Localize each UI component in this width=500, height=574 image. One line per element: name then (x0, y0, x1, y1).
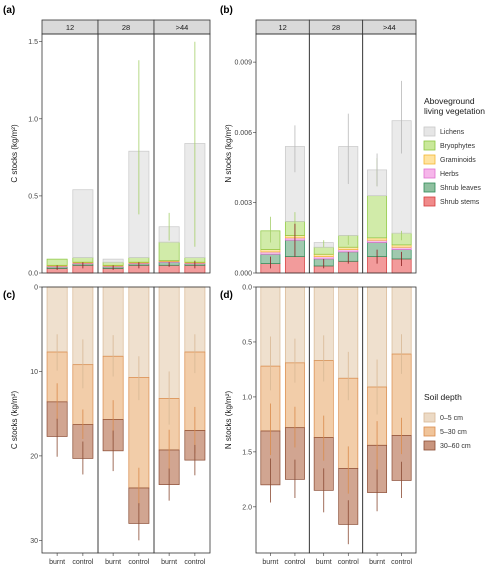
y-tick-label: 0.000 (234, 271, 252, 278)
y-tick-label: 0.5 (242, 339, 252, 346)
legend-key-lichens (423, 126, 436, 137)
bar-segment-bryophytes (102, 261, 124, 266)
y-tick-label: 0.0 (242, 285, 252, 292)
legend-label: Shrub stems (440, 199, 480, 206)
y-tick-label: 1.0 (242, 394, 252, 401)
y-tick-label: 1.0 (28, 116, 38, 123)
x-tick-label: burnt (161, 559, 177, 566)
legend-key-d30_60 (423, 440, 436, 451)
x-tick-label: control (184, 559, 205, 566)
bar-segment-lichens (102, 258, 124, 263)
x-tick-label: control (391, 559, 412, 566)
legend-key-d0_5 (423, 412, 436, 423)
facet-strip-label: 12 (278, 23, 286, 32)
bar-segment-herbs (338, 249, 359, 253)
x-tick-label: burnt (316, 559, 332, 566)
legend-title: living vegetation (424, 106, 485, 116)
legend-key-bryophytes (423, 140, 436, 151)
legend-label: Bryophytes (440, 143, 476, 150)
bar-segment-herbs (391, 246, 412, 250)
bar-segment-graminoids (338, 246, 359, 250)
bar-segment-graminoids (313, 253, 334, 257)
bar-segment-herbs (313, 256, 334, 260)
x-tick-label: burnt (262, 559, 278, 566)
y-tick-label: 10 (30, 369, 38, 376)
legend-label: Graminoids (440, 157, 476, 164)
bar-segment-bryophytes (72, 257, 94, 263)
y-tick-label: 30 (30, 538, 38, 545)
chart-panel-a: (a) 12 28 >44 0.0 0.5 1.0 1.5 C stocks (kg/m²) (3, 5, 211, 278)
legend-key-d5_30 (423, 426, 436, 437)
legend-soil: Soil depth 0–5 cm 5–30 cm 30–60 cm (423, 392, 471, 451)
x-tick-label: control (72, 559, 93, 566)
y-axis-label: N stocks (kg/m²) (224, 124, 233, 183)
x-tick-label: control (128, 559, 149, 566)
x-tick-label: burnt (49, 559, 65, 566)
y-tick-label: 0.006 (234, 130, 252, 137)
bar-segment-shrub_stems (284, 256, 305, 274)
x-tick-label: control (338, 559, 359, 566)
legend-key-shrub_stems (423, 196, 436, 207)
facet-strip-label: 28 (332, 23, 340, 32)
chart-panel-d: (d)0.00.51.01.52.0N stocks (kg/m²)burnt c… (220, 285, 417, 566)
legend-label: 5–30 cm (440, 429, 467, 436)
x-tick-label: burnt (369, 559, 385, 566)
y-axis-label: C stocks (kg/m²) (10, 124, 19, 183)
facet-border (362, 33, 417, 274)
legend-label: 30–60 cm (440, 443, 471, 450)
bar-segment-bryophytes (367, 195, 388, 239)
panel-label: (c) (3, 290, 15, 301)
y-tick-label: 0 (34, 285, 38, 292)
y-tick-label: 1.5 (28, 39, 38, 46)
bar-segment-herbs (260, 251, 281, 255)
facet-border (153, 286, 211, 554)
bar-segment-graminoids (391, 244, 412, 248)
legend-label: Herbs (440, 171, 459, 178)
y-tick-label: 2.0 (242, 504, 252, 511)
legend-title: Aboveground (424, 96, 475, 106)
legend-key-graminoids (423, 154, 436, 165)
chart-panel-b: (b) 12 28 >44 0.000 0.003 0.006 0.009 N stocks (… (220, 5, 417, 278)
bar-segment-bryophytes (46, 258, 68, 266)
y-axis-label: C stocks (kg/m²) (10, 391, 19, 450)
facet-strip-label: 28 (122, 23, 130, 32)
legend-label: Shrub leaves (440, 185, 481, 192)
bar-segment-bryophytes (128, 257, 150, 263)
bar-segment-lichens (72, 189, 94, 258)
bar-segment-bryophytes (313, 246, 334, 255)
panel-label: (d) (220, 290, 233, 301)
bar-segment-bryophytes (158, 241, 180, 262)
x-tick-label: control (284, 559, 305, 566)
facet-border (153, 33, 211, 274)
facet-strip-label: >44 (383, 23, 396, 32)
bar-segment-herbs (367, 239, 388, 243)
panel-label: (b) (220, 5, 233, 16)
bar-segment-graminoids (260, 249, 281, 253)
legend-label: 0–5 cm (440, 415, 463, 422)
legend-key-shrub_leaves (423, 182, 436, 193)
chart-panel-c: (c) 0 10 20 30 C stocks (kg/m²) burnt control bu… (3, 285, 211, 566)
y-tick-label: 20 (30, 453, 38, 460)
legend-title: Soil depth (424, 392, 462, 402)
y-tick-label: 0.003 (234, 200, 252, 207)
facet-border (362, 286, 417, 554)
y-axis-label: N stocks (kg/m²) (224, 391, 233, 450)
bar-segment-graminoids (367, 237, 388, 241)
y-tick-label: 0.009 (234, 60, 252, 67)
y-tick-label: 0.5 (28, 193, 38, 200)
facet-strip-label: >44 (176, 23, 189, 32)
facet-strip-label: 12 (66, 23, 74, 32)
panel-label: (a) (3, 5, 15, 16)
y-tick-label: 1.5 (242, 449, 252, 456)
y-tick-label: 0.0 (28, 271, 38, 278)
legend-label: Lichens (440, 129, 465, 136)
x-tick-label: burnt (105, 559, 121, 566)
legend-key-herbs (423, 168, 436, 179)
